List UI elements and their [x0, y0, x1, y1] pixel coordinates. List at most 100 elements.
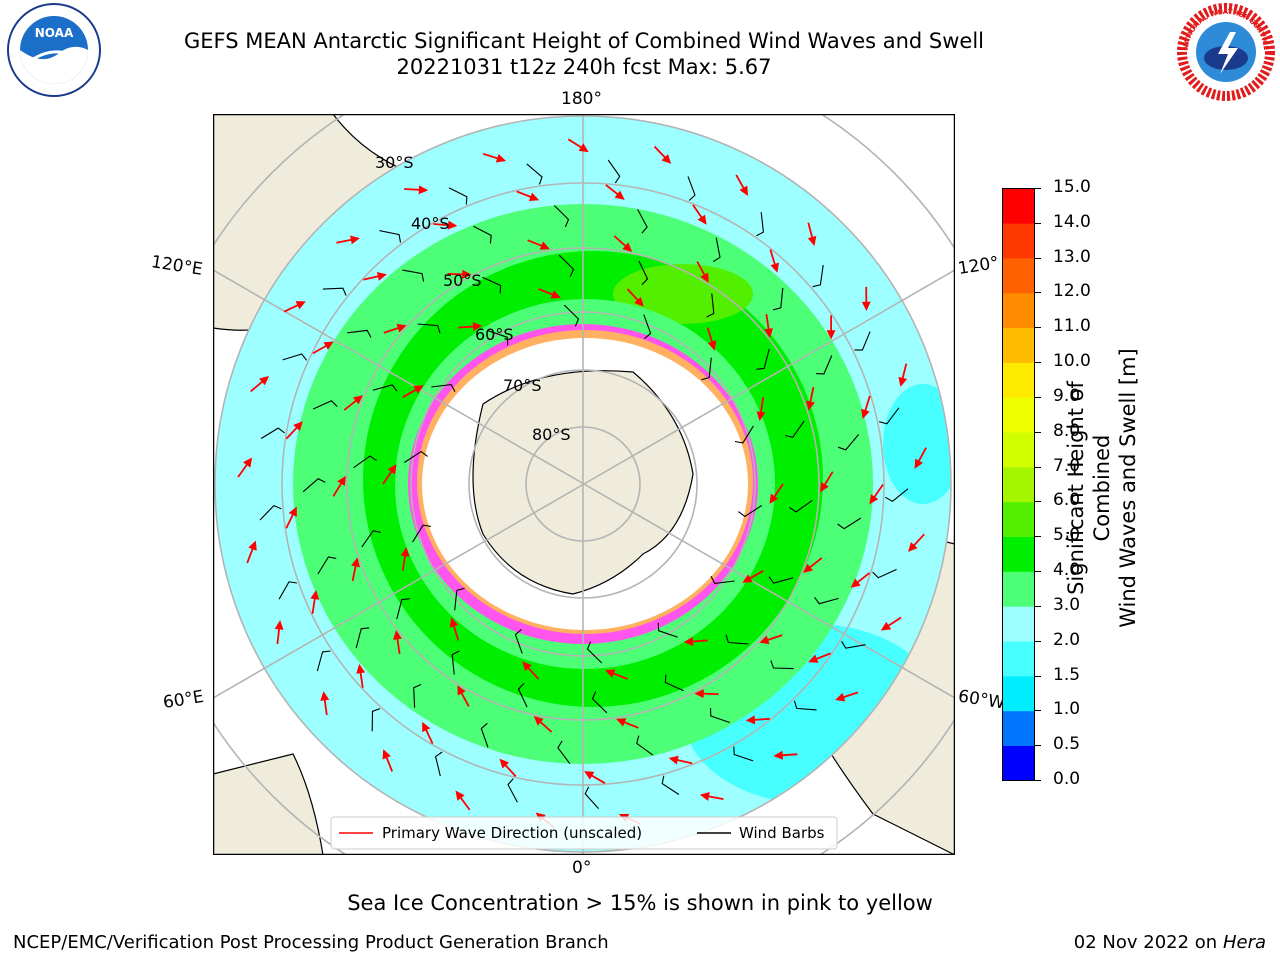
wind-barb — [784, 420, 805, 438]
wind-barbs — [259, 159, 909, 809]
wind-barb — [814, 596, 839, 605]
colorbar-tick-mark — [1035, 780, 1041, 781]
lat-label-70s: 70°S — [503, 376, 542, 395]
wind-barb — [316, 650, 331, 672]
wind-barb — [706, 293, 715, 318]
colorbar-tick-label: 13.0 — [1053, 246, 1091, 267]
wave-arrow-head — [499, 758, 510, 769]
wave-arrow-head — [396, 323, 407, 333]
wind-barb — [282, 353, 308, 361]
wind-barb — [837, 434, 860, 451]
colorbar-tick-mark — [1035, 396, 1041, 398]
wave-arrow-head — [668, 755, 679, 765]
wind-barb — [768, 576, 794, 584]
colorbar-tick-label: 9.0 — [1053, 385, 1081, 406]
wind-barb — [709, 707, 730, 724]
colorbar-tick-label: 1.0 — [1053, 699, 1081, 720]
wave-arrow-head — [288, 506, 297, 517]
colorbar-segment — [1002, 641, 1035, 677]
wave-arrow-head — [550, 290, 561, 299]
wind-barb — [488, 330, 509, 346]
colorbar-tick-mark — [1035, 466, 1041, 468]
wind-barb — [558, 254, 575, 277]
colorbar-tick-label: 2.0 — [1053, 629, 1081, 650]
wave-arrow-head — [413, 385, 424, 394]
wind-barb — [854, 331, 871, 351]
chart-subtitle: 20221031 t12z 240h fcst Max: 5.67 — [396, 55, 772, 79]
colorbar-label-line2: Wind Waves and Swell [m] — [1116, 348, 1140, 628]
wind-barb — [638, 260, 649, 286]
colorbar-segment — [1002, 571, 1035, 607]
wave-arrow-head — [320, 691, 330, 701]
wind-barb — [756, 212, 764, 237]
wave-arrow-head — [739, 185, 749, 196]
wave-arrow-head — [661, 154, 672, 164]
colorbar-tick-label: 12.0 — [1053, 281, 1091, 302]
colorbar-tick-mark — [1035, 292, 1041, 294]
lat-label-80s: 80°S — [532, 425, 571, 444]
colorbar-segment — [1002, 745, 1035, 781]
wave-arrow-head — [393, 630, 402, 640]
wind-barb — [879, 407, 900, 425]
lon-label-60e: 60°E — [161, 686, 206, 714]
wave-arrow-head — [387, 464, 397, 475]
wind-barb — [837, 517, 862, 530]
colorbar-tick-mark — [1035, 257, 1041, 259]
legend-wave-direction: Primary Wave Direction (unscaled) — [382, 824, 642, 842]
wave-arrow-head — [697, 214, 707, 225]
lat-label-60s: 60°S — [475, 325, 514, 344]
colorbar-tick-label: 10.0 — [1053, 351, 1091, 372]
wave-arrow-head — [323, 341, 334, 350]
noaa-logo-text: NOAA — [35, 26, 74, 40]
wind-barb — [591, 691, 608, 714]
wind-barb — [815, 355, 833, 375]
wave-arrow-head — [337, 475, 346, 487]
wave-arrow-head — [756, 411, 766, 422]
wave-arrow-head — [742, 574, 753, 583]
wind-barb — [643, 314, 652, 340]
wave-arrow-head — [861, 408, 870, 419]
colorbar-tick-mark — [1035, 188, 1041, 189]
colorbar-segment — [1002, 710, 1035, 746]
wave-arrow-head — [634, 296, 644, 307]
wind-barb — [563, 304, 580, 327]
wave-arrow-head — [605, 669, 616, 678]
colorbar-tick-mark — [1035, 327, 1041, 329]
colorbar-tick-mark — [1035, 605, 1041, 607]
colorbar-tick-label: 14.0 — [1053, 211, 1091, 232]
wind-barb — [480, 722, 489, 748]
wave-arrow-head — [533, 716, 544, 726]
colorbar-tick-label: 8.0 — [1053, 420, 1081, 441]
colorbar-tick-mark — [1035, 675, 1041, 677]
wind-barb — [885, 488, 909, 502]
wave-arrow-head — [578, 143, 589, 153]
colorbar-segment — [1002, 397, 1035, 433]
wind-barb — [725, 634, 749, 645]
wind-barb — [347, 329, 372, 338]
africa-land — [213, 753, 324, 855]
colorbar-tick-label: 3.0 — [1053, 594, 1081, 615]
colorbar-tick-label: 6.0 — [1053, 490, 1081, 511]
wind-barb — [701, 357, 712, 381]
lat-label-50s: 50°S — [443, 271, 482, 290]
wind-barb — [431, 384, 456, 392]
wind-barb — [454, 587, 465, 611]
colorbar-tick-mark — [1035, 536, 1041, 538]
lon-label-180: 180° — [561, 89, 602, 109]
wave-arrow-head — [310, 589, 320, 600]
wave-arrow-head — [898, 376, 908, 387]
colorbar-tick-label: 15.0 — [1053, 177, 1091, 197]
wave-arrow-head — [802, 563, 814, 573]
colorbar-tick-mark — [1035, 640, 1041, 642]
wind-barb — [841, 641, 866, 649]
wind-barb — [661, 775, 680, 795]
wave-arrow-head — [759, 635, 770, 645]
colorbar-segment — [1002, 223, 1035, 259]
wave-arrow-head — [422, 721, 431, 733]
colorbar-tick-mark — [1035, 745, 1041, 747]
wind-barb — [607, 159, 621, 184]
wave-arrow-head — [707, 340, 717, 351]
wave-arrow-head — [447, 220, 458, 230]
colorbar-segment — [1002, 536, 1035, 572]
lon-label-0: 0° — [572, 858, 592, 878]
